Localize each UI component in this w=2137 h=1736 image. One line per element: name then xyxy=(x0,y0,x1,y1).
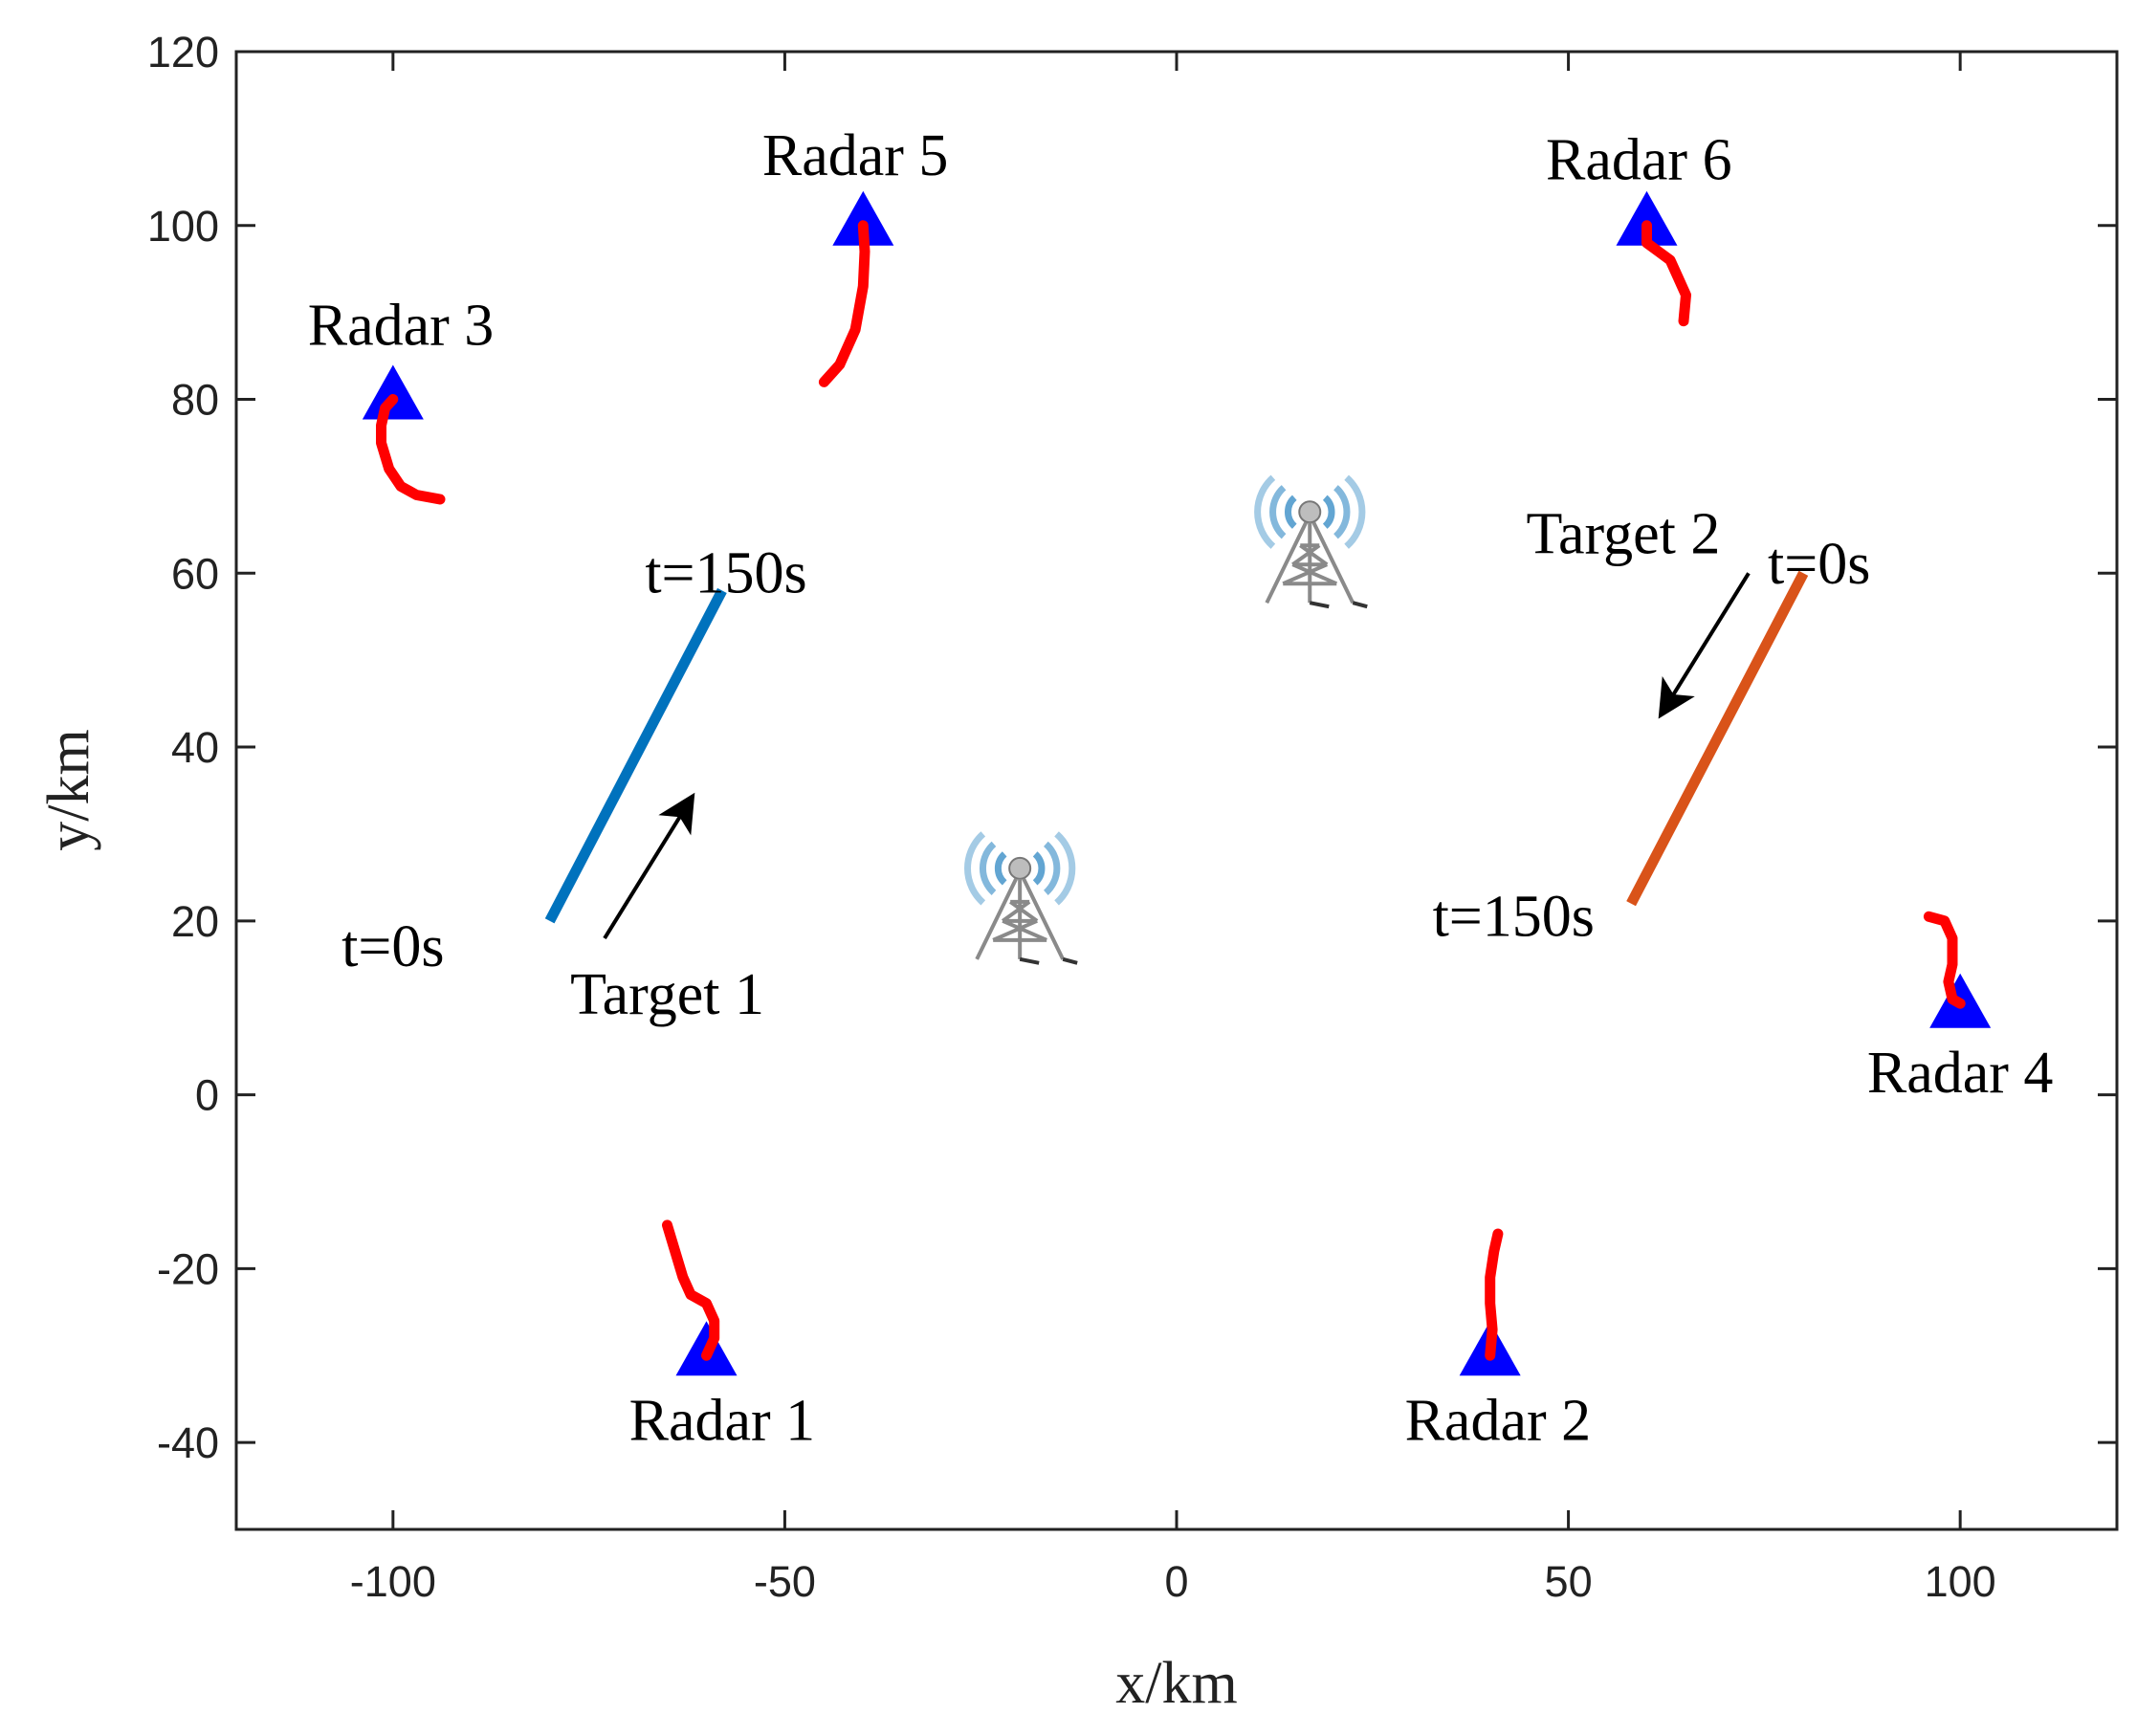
radar-label: Radar 5 xyxy=(762,123,949,188)
plot-frame xyxy=(234,50,2119,1531)
x-tick-label: -50 xyxy=(754,1557,816,1606)
towers xyxy=(964,474,1368,965)
direction-arrow xyxy=(603,792,695,940)
target-label: Target 2 xyxy=(1527,501,1721,566)
x-tick-label: -100 xyxy=(350,1557,436,1606)
radar-track xyxy=(376,394,446,505)
signal-wave xyxy=(979,841,997,895)
tower-shadow xyxy=(1019,956,1078,965)
target-trajectories xyxy=(544,570,1809,940)
signal-wave xyxy=(994,851,1007,886)
end-time-label: t=150s xyxy=(645,540,806,605)
axis-ticks xyxy=(236,50,2117,1529)
signal-wave xyxy=(1254,474,1276,549)
radar-marker xyxy=(362,364,424,420)
target-trajectory xyxy=(1626,570,1809,907)
target-label: Target 1 xyxy=(570,962,764,1027)
y-tick-label: 120 xyxy=(147,28,219,77)
radar-marker xyxy=(1616,190,1678,246)
radar-label: Radar 3 xyxy=(308,293,495,358)
axis-tick-labels: -100 -50 0 50 100 -40 -20 0 20 40 60 80 100 120 xyxy=(147,28,1996,1606)
radar-label: Radar 6 xyxy=(1546,128,1732,193)
y-tick-label: 60 xyxy=(171,549,219,598)
annotations: Radar 1 Radar 2 Radar 3 Radar 4 Radar 5 Radar… xyxy=(308,123,2054,1453)
signal-wave xyxy=(1284,494,1297,529)
tower-lattice xyxy=(975,877,1065,960)
plot-background xyxy=(236,52,2117,1529)
radar-track xyxy=(662,1220,720,1361)
signal-wave xyxy=(1032,851,1046,886)
signal-wave xyxy=(1269,485,1287,539)
radar-label: Radar 1 xyxy=(629,1388,816,1453)
radar-label: Radar 2 xyxy=(1405,1388,1592,1453)
tower-lattice xyxy=(1265,521,1355,604)
start-time-label: t=0s xyxy=(341,914,444,979)
y-tick-label: 100 xyxy=(147,202,219,251)
radar-track xyxy=(818,220,870,387)
signal-wave xyxy=(1043,841,1061,895)
y-tick-label: -40 xyxy=(157,1418,219,1467)
x-axis-label: x/km xyxy=(1115,1651,1237,1716)
tower-icon xyxy=(1254,474,1368,609)
radar-track xyxy=(1641,220,1691,327)
x-tick-label: 0 xyxy=(1164,1557,1188,1606)
radar-tracks xyxy=(376,220,1966,1361)
y-tick-label: -20 xyxy=(157,1244,219,1293)
radar-track xyxy=(1485,1228,1504,1361)
radar-label: Radar 4 xyxy=(1867,1041,2054,1106)
tower-shadow xyxy=(1309,601,1368,609)
y-tick-label: 0 xyxy=(195,1071,219,1120)
x-tick-label: 100 xyxy=(1925,1557,1996,1606)
signal-wave xyxy=(964,831,986,906)
direction-arrow xyxy=(1658,572,1751,719)
end-time-label: t=150s xyxy=(1433,884,1595,949)
tower-beacon xyxy=(1298,500,1322,524)
radar-track xyxy=(1923,911,1966,1009)
x-tick-label: 50 xyxy=(1545,1557,1593,1606)
y-tick-label: 20 xyxy=(171,897,219,946)
target-trajectory xyxy=(544,587,727,924)
signal-wave xyxy=(1333,485,1351,539)
signal-wave xyxy=(1322,494,1335,529)
y-axis-label: y/km xyxy=(36,729,101,850)
signal-wave xyxy=(1344,474,1366,549)
start-time-label: t=0s xyxy=(1768,532,1870,597)
tower-beacon xyxy=(1008,856,1032,880)
radar-marker xyxy=(832,190,894,246)
y-tick-label: 40 xyxy=(171,723,219,772)
signal-wave xyxy=(1054,831,1076,906)
y-tick-label: 80 xyxy=(171,376,219,425)
tower-icon xyxy=(964,831,1078,965)
